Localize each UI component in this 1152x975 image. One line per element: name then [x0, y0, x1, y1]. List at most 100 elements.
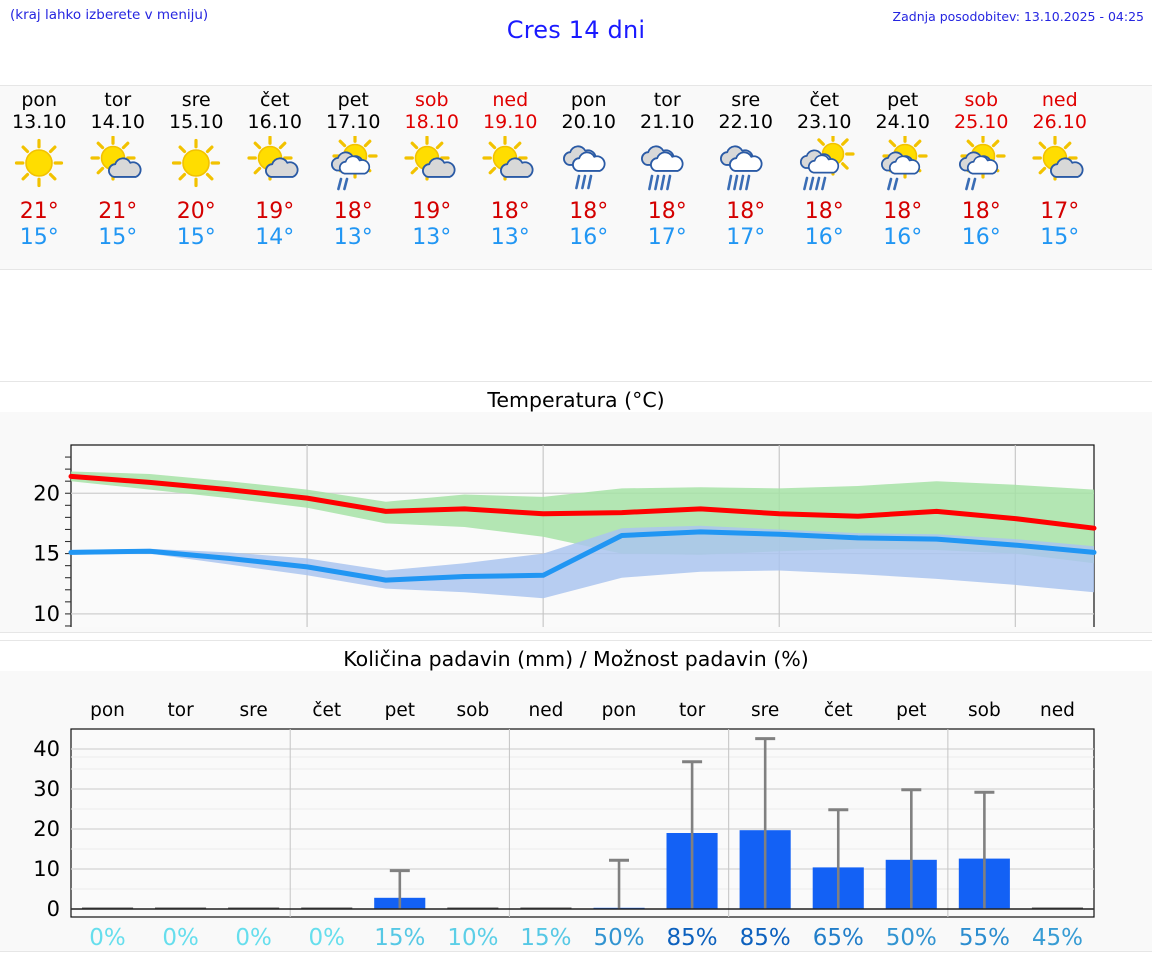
precip-probability-label: 50% [593, 925, 644, 946]
low-temperature: 15° [19, 225, 59, 250]
precip-probability-label: 50% [886, 925, 937, 946]
day-column-0[interactable]: pon 13.10 21° 15° [0, 86, 79, 269]
sun-cloud-icon [401, 135, 463, 194]
low-temperature: 13° [490, 225, 530, 250]
day-date-label: 23.10 [797, 111, 852, 133]
low-temperature: 13° [412, 225, 452, 250]
day-column-4[interactable]: pet 17.10 18° 13° [314, 86, 393, 269]
temperature-chart: 10 15 20 [33, 444, 1097, 627]
day-of-week-label: pon [21, 89, 58, 111]
day-date-label: 26.10 [1032, 111, 1087, 133]
day-of-week-label: tor [653, 89, 681, 111]
svg-text:20: 20 [33, 817, 60, 841]
svg-text:30: 30 [33, 777, 60, 801]
high-temperature: 21° [19, 199, 59, 224]
precip-day-label: pon [90, 700, 125, 721]
day-of-week-label: čet [809, 89, 840, 111]
temperature-chart-title: Temperatura (°C) [0, 382, 1152, 412]
precip-day-label: pet [385, 700, 415, 721]
sun-icon [165, 136, 227, 194]
svg-text:0: 0 [47, 897, 60, 921]
precip-day-label: ned [1040, 700, 1075, 721]
precip-probability-label: 15% [374, 925, 425, 946]
low-temperature: 14° [255, 225, 295, 250]
svg-text:10: 10 [33, 602, 60, 626]
last-updated-text: Zadnja posodobitev: 13.10.2025 - 04:25 [892, 9, 1144, 24]
high-temperature: 21° [98, 199, 138, 224]
menu-hint-text: (kraj lahko izberete v meniju) [10, 7, 209, 23]
precip-day-label: sob [968, 700, 1001, 721]
high-temperature: 17° [1040, 199, 1080, 224]
day-date-label: 25.10 [954, 111, 1009, 133]
precip-day-label: pet [896, 700, 926, 721]
sun-cloud-icon [87, 135, 149, 194]
high-temperature: 18° [569, 199, 609, 224]
low-temperature: 16° [961, 225, 1001, 250]
day-date-label: 16.10 [247, 111, 302, 133]
day-of-week-label: pet [887, 89, 919, 111]
precip-probability-label: 55% [959, 925, 1010, 946]
low-temperature: 16° [883, 225, 923, 250]
day-of-week-label: pet [337, 89, 369, 111]
sun-cloud-icon [244, 135, 306, 194]
day-date-label: 20.10 [561, 111, 616, 133]
day-column-7[interactable]: pon 20.10 18° 16° [550, 86, 629, 269]
high-temperature: 18° [726, 199, 766, 224]
sun-cloud-icon [479, 135, 541, 194]
high-temperature: 19° [412, 199, 452, 224]
day-date-label: 14.10 [90, 111, 145, 133]
precip-probability-label: 65% [813, 925, 864, 946]
day-column-11[interactable]: pet 24.10 18° 16° [864, 86, 943, 269]
day-column-9[interactable]: sre 22.10 18° 17° [707, 86, 786, 269]
day-of-week-label: sob [414, 89, 449, 111]
day-column-10[interactable]: čet 23.10 18° 16° [785, 86, 864, 269]
sun-cloud-icon [1029, 135, 1091, 194]
precip-day-label: sre [240, 700, 268, 721]
precip-probability-label: 85% [740, 925, 791, 946]
day-column-8[interactable]: tor 21.10 18° 17° [628, 86, 707, 269]
precip-probability-label: 0% [235, 925, 272, 946]
day-column-12[interactable]: sob 25.10 18° 16° [942, 86, 1021, 269]
sun-icon [8, 136, 70, 194]
day-column-6[interactable]: ned 19.10 18° 13° [471, 86, 550, 269]
day-of-week-label: čet [259, 89, 290, 111]
low-temperature: 17° [647, 225, 687, 250]
day-column-5[interactable]: sob 18.10 19° 13° [393, 86, 472, 269]
page-title: Cres 14 dni [506, 16, 646, 44]
day-date-label: 19.10 [483, 111, 538, 133]
cloud-rain-icon [558, 136, 620, 194]
low-temperature: 17° [726, 225, 766, 250]
precip-probability-label: 85% [667, 925, 718, 946]
precip-probability-label: 0% [162, 925, 199, 946]
day-of-week-label: sre [181, 89, 211, 111]
low-temperature: 16° [804, 225, 844, 250]
daily-forecast-strip: pon 13.10 21° 15° tor 14.10 21° 15° sre 15… [0, 85, 1152, 270]
high-temperature: 18° [883, 199, 923, 224]
precipitation-chart-section: Količina padavin (mm) / Možnost padavin … [0, 640, 1152, 952]
precip-day-label: čet [312, 700, 341, 721]
precip-day-label: čet [824, 700, 853, 721]
precip-day-label: tor [168, 700, 195, 721]
precip-day-label: pon [602, 700, 637, 721]
day-column-13[interactable]: ned 26.10 17° 15° [1021, 86, 1100, 269]
day-date-label: 18.10 [404, 111, 459, 133]
high-temperature: 19° [255, 199, 295, 224]
day-of-week-label: sob [964, 89, 999, 111]
low-temperature: 16° [569, 225, 609, 250]
high-temperature: 18° [961, 199, 1001, 224]
high-temperature: 18° [804, 199, 844, 224]
low-temperature: 13° [333, 225, 373, 250]
cloud-rain-heavy-icon [636, 136, 698, 194]
day-column-3[interactable]: čet 16.10 19° 14° [236, 86, 315, 269]
day-date-label: 17.10 [326, 111, 381, 133]
svg-text:20: 20 [33, 481, 60, 505]
day-date-label: 24.10 [875, 111, 930, 133]
day-column-2[interactable]: sre 15.10 20° 15° [157, 86, 236, 269]
svg-text:40: 40 [33, 737, 60, 761]
precip-day-label: sre [751, 700, 779, 721]
precip-probability-label: 45% [1032, 925, 1083, 946]
day-date-label: 13.10 [12, 111, 67, 133]
day-column-1[interactable]: tor 14.10 21° 15° [79, 86, 158, 269]
precipitation-chart: pon tor sre čet pet sob ned pon tor sre čet pet sob n… [33, 700, 1095, 946]
